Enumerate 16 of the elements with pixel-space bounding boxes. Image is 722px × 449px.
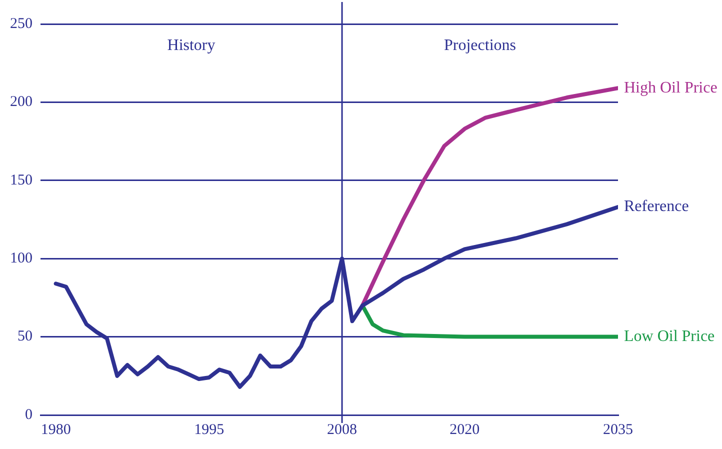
annotation: Projections [444, 37, 516, 54]
y-tick-label: 250 [10, 16, 32, 32]
x-tick-label: 1995 [194, 422, 224, 438]
x-tick-label: 2020 [450, 422, 480, 438]
y-tick-label: 150 [10, 172, 32, 188]
y-tick-label: 0 [25, 406, 32, 423]
y-tick-label: 200 [10, 94, 32, 110]
series-label: Reference [624, 198, 689, 216]
x-tick-label: 1980 [40, 422, 71, 438]
x-tick-label: 2008 [327, 422, 358, 438]
y-tick-label: 50 [18, 328, 32, 345]
annotation: History [167, 37, 216, 54]
series-label: Low Oil Price [624, 328, 715, 346]
series-label: High Oil Price [624, 79, 718, 96]
x-tick-label: 2035 [603, 422, 633, 438]
y-tick-label: 100 [10, 250, 32, 267]
